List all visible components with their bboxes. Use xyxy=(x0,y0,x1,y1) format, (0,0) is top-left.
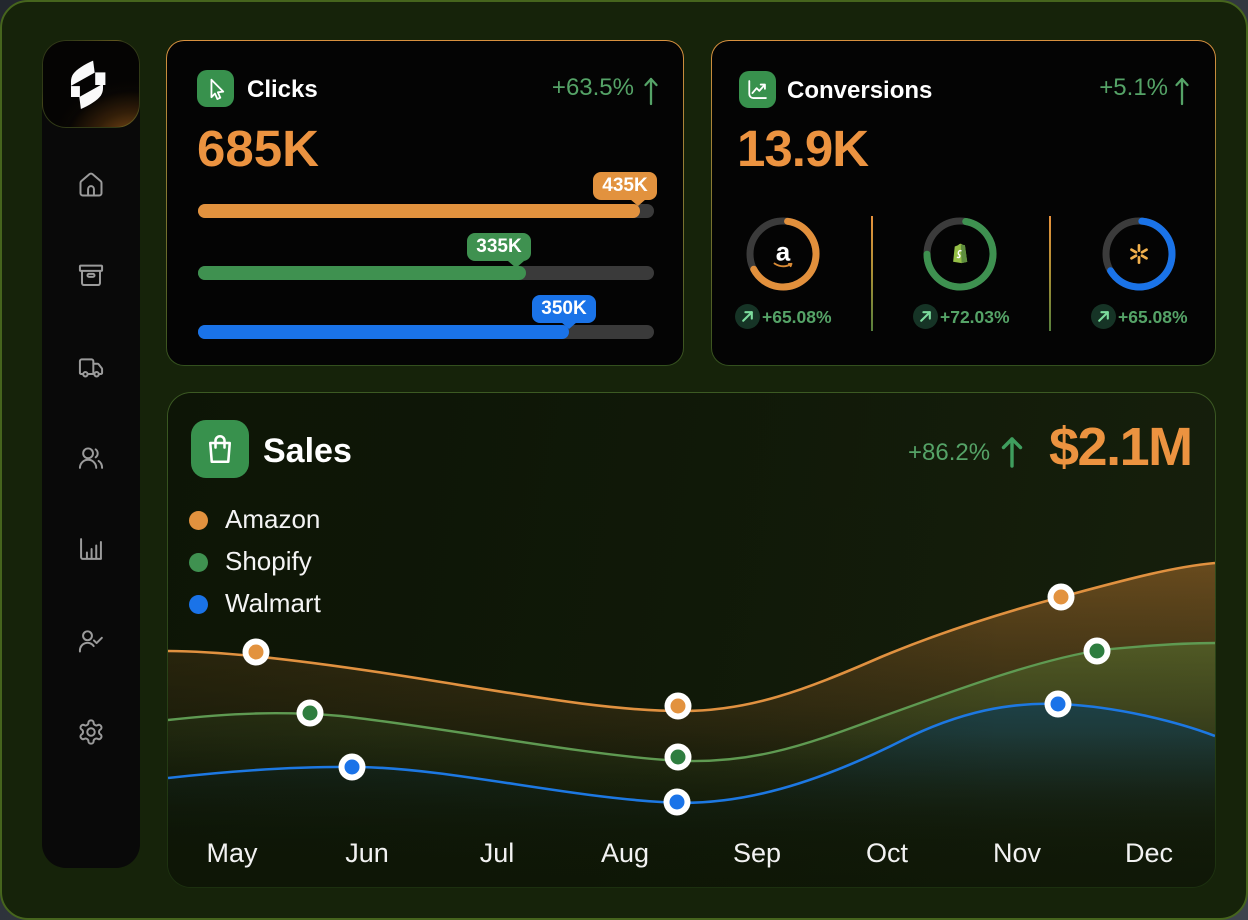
svg-text:a: a xyxy=(776,237,791,267)
